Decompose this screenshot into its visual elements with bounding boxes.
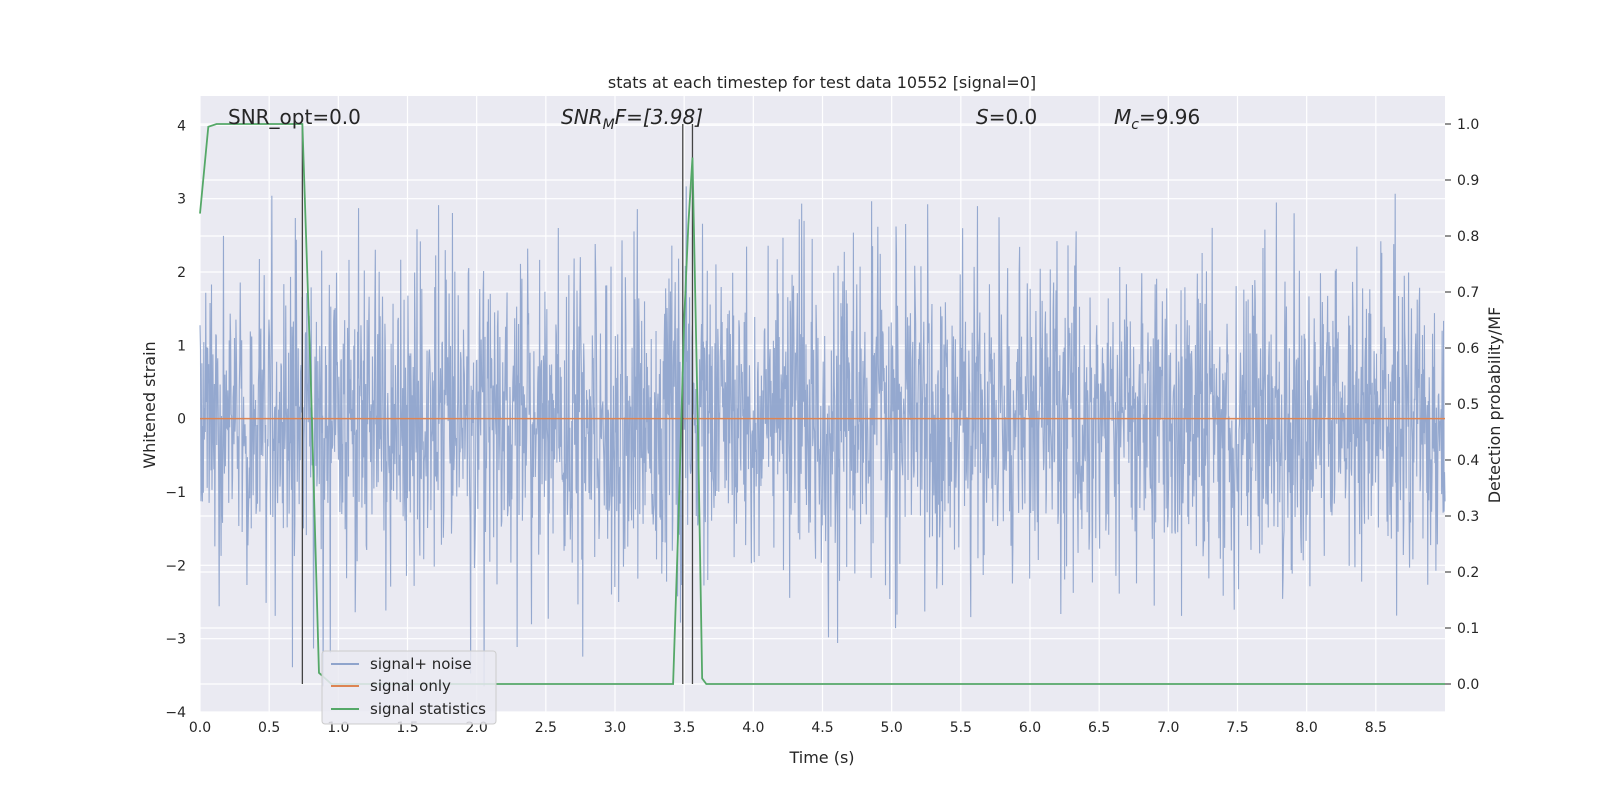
y-axis-label: Whitened strain [140,341,159,468]
x-tick-label: 6.0 [1019,720,1041,736]
legend-label-signal-plus-noise: signal+ noise [370,655,472,673]
x-axis-label: Time (s) [788,748,854,767]
annotation-s: S=0.0 [976,105,1037,129]
x-tick-label: 5.0 [881,720,903,736]
legend-box [321,650,497,725]
y2-tick-label: 0.0 [1457,677,1479,693]
annotation-mc-sub: c [1131,117,1139,133]
y2-tick-label: 0.8 [1457,229,1479,245]
x-tick-label: 0.5 [258,720,280,736]
y-tick-label: 2 [177,265,186,281]
annotation-mc-val: =9.96 [1139,105,1200,129]
x-tick-label: 6.5 [1088,720,1110,736]
y2-tick-label: 0.6 [1457,341,1479,357]
series-signal-plus-noise [199,186,1446,687]
y2-tick-label: 0.9 [1457,173,1479,189]
annotation-mc-var: M [1114,105,1131,129]
annotation-snr-mf: SNRMF=[3.98] [561,105,703,133]
y-tick-label: 4 [177,118,186,134]
x-tick-label: 3.5 [673,720,695,736]
annotation-snr-mf-tail: F=[3.98] [615,105,703,129]
y-tick-label: −4 [165,705,186,721]
annotation-snr-mf-sub: M [603,117,615,133]
x-tick-label: 7.0 [1157,720,1179,736]
legend-label-signal-only: signal only [370,677,451,695]
y2-tick-label: 0.5 [1457,397,1479,413]
x-tick-label: 5.5 [950,720,972,736]
y2-tick-label: 0.7 [1457,285,1479,301]
y-tick-label: 1 [177,338,186,354]
x-tick-label: 8.0 [1296,720,1318,736]
y-tick-label: 3 [177,192,186,208]
annotation-snr-opt: SNR_opt=0.0 [228,105,361,129]
signal-statistics-line [199,123,1445,685]
y-tick-label: −1 [165,485,186,501]
y2-tick-label: 1.0 [1457,117,1479,133]
annotation-s-var: S [976,105,989,129]
annotation-s-val: =0.0 [989,105,1038,129]
legend: signal+ noise signal only signal statist… [321,650,497,725]
y2-axis-label: Detection probability/MF [1485,307,1504,504]
x-tick-label: 4.5 [811,720,833,736]
x-tick-label: 2.5 [535,720,557,736]
x-tick-labels: 0.0 0.5 1.0 1.5 2.0 2.5 3.0 3.5 4.0 4.5 5.0 5.5 6.0 6… [189,720,1387,736]
y-tick-label: −2 [165,558,186,574]
series-signal-statistics [199,123,1445,685]
x-tick-label: 7.5 [1226,720,1248,736]
y2-tick-label: 0.3 [1457,509,1479,525]
x-tick-label: 0.0 [189,720,211,736]
chart-title: stats at each timestep for test data 105… [608,73,1036,92]
y-tick-labels: 4 3 2 1 0 −1 −2 −3 −4 [165,118,186,721]
y2-tick-label: 0.4 [1457,453,1479,469]
y2-tick-label: 0.1 [1457,621,1479,637]
legend-label-signal-statistics: signal statistics [370,700,486,718]
x-tick-label: 3.0 [604,720,626,736]
y2-tick-label: 0.2 [1457,565,1479,581]
annotation-mc: Mc=9.96 [1114,105,1200,133]
x-tick-label: 4.0 [742,720,764,736]
y-tick-label: −3 [165,632,186,648]
y-tick-label: 0 [177,412,186,428]
y2-tick-labels: 1.0 0.9 0.8 0.7 0.6 0.5 0.4 0.3 0.2 0.1 0.0 [1445,117,1479,693]
x-tick-label: 8.5 [1365,720,1387,736]
signal-plus-noise-line [199,186,1446,687]
vertical-markers [301,124,694,684]
annotation-snr-mf-main: SNR [561,105,603,129]
